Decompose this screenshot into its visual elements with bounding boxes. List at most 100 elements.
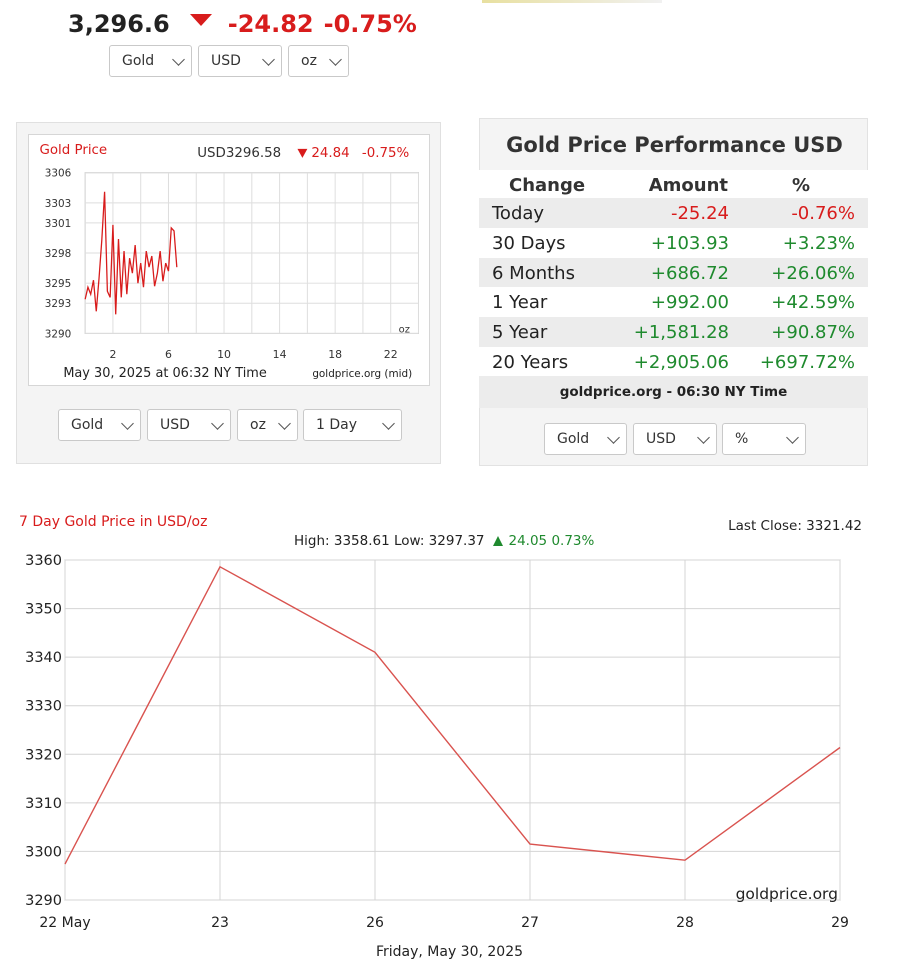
big-chart-x-tick-label: 23 — [211, 915, 229, 931]
big-chart-title: 7 Day Gold Price in USD/oz — [19, 514, 208, 530]
big-chart-y-tick-label: 3330 — [25, 699, 62, 715]
chevron-down-icon — [607, 431, 620, 444]
row-period: 5 Year — [492, 321, 548, 343]
big-chart-y-tick-label: 3290 — [25, 893, 62, 909]
row-pct: +697.72% — [759, 351, 855, 373]
mini-chart-series-line — [84, 191, 178, 315]
big-chart-y-tick-label: 3300 — [25, 844, 62, 860]
row-amount: +686.72 — [650, 262, 729, 284]
top-decoration-bar — [482, 0, 662, 3]
mini-chart-quote-pct: -0.75% — [362, 146, 409, 161]
chevron-down-icon — [786, 431, 799, 444]
big-chart-x-tick-label: 27 — [521, 915, 539, 931]
mini-metal-select-value: Gold — [71, 417, 104, 433]
mini-range-select[interactable]: 1 Day — [303, 409, 402, 441]
top-metal-select-value: Gold — [122, 53, 155, 69]
big-chart-high-low-text: High: 3358.61 Low: 3297.37 — [294, 533, 485, 549]
mini-chart-y-tick-label: 3303 — [45, 198, 71, 210]
table-row: 5 Year +1,581.28 +90.87% — [479, 317, 868, 347]
row-pct: +42.59% — [771, 291, 855, 313]
mini-currency-select[interactable]: USD — [147, 409, 231, 441]
chevron-down-icon — [172, 53, 185, 66]
spot-price: 3,296.6 — [68, 10, 170, 38]
mini-chart-y-tick-label: 3306 — [45, 168, 71, 180]
row-period: 6 Months — [492, 262, 575, 284]
table-row: Today -25.24 -0.76% — [479, 198, 868, 228]
big-chart-x-tick-label: 28 — [676, 915, 694, 931]
top-currency-select[interactable]: USD — [198, 45, 282, 77]
performance-header-row: Change Amount % — [479, 170, 868, 200]
mini-chart-y-ticks: 3290 3293 3295 3298 3301 3303 3306 — [45, 168, 71, 341]
big-chart-grid — [64, 559, 841, 901]
chevron-down-icon — [382, 417, 395, 430]
triangle-up-icon — [492, 536, 503, 546]
spot-price-header: 3,296.6 -24.82 -0.75% — [68, 8, 417, 40]
chevron-down-icon — [262, 53, 275, 66]
chevron-down-icon — [697, 431, 710, 444]
perf-currency-select-value: USD — [646, 431, 676, 447]
chevron-down-icon — [211, 417, 224, 430]
big-chart-y-ticks: 3290 3300 3310 3320 3330 3340 3350 3360 — [25, 553, 62, 909]
mini-chart-x-tick-label: 22 — [384, 348, 398, 361]
mini-metal-select[interactable]: Gold — [58, 409, 141, 441]
top-currency-select-value: USD — [211, 53, 241, 69]
mini-chart-unit: oz — [399, 324, 410, 335]
performance-title: Gold Price Performance USD — [506, 133, 843, 157]
row-amount: +103.93 — [650, 232, 729, 254]
mini-chart-y-tick-label: 3295 — [45, 278, 71, 290]
performance-footer: goldprice.org - 06:30 NY Time — [479, 376, 868, 408]
mini-chart-grid — [84, 172, 419, 334]
row-pct: +26.06% — [771, 262, 855, 284]
big-chart-x-tick-label: 22 May — [39, 915, 90, 931]
top-unit-select[interactable]: oz — [288, 45, 349, 77]
mini-chart-x-tick-label: 18 — [328, 348, 342, 361]
table-row: 6 Months +686.72 +26.06% — [479, 258, 868, 288]
perf-unit-select-value: % — [735, 431, 749, 447]
mini-unit-select-value: oz — [250, 417, 266, 433]
perf-unit-select[interactable]: % — [722, 423, 806, 455]
mini-range-select-value: 1 Day — [316, 417, 358, 433]
mini-chart-source: goldprice.org (mid) — [312, 368, 412, 380]
mini-unit-select[interactable]: oz — [237, 409, 298, 441]
mini-chart-y-tick-label: 3293 — [45, 298, 71, 310]
table-row: 30 Days +103.93 +3.23% — [479, 228, 868, 258]
top-metal-select[interactable]: Gold — [109, 45, 192, 77]
mini-chart-x-ticks: 2 6 10 14 18 22 — [109, 348, 397, 361]
chevron-down-icon — [278, 417, 291, 430]
table-row: 1 Year +992.00 +42.59% — [479, 287, 868, 317]
perf-metal-select-value: Gold — [557, 431, 590, 447]
perf-metal-select[interactable]: Gold — [544, 423, 627, 455]
row-period: 1 Year — [492, 291, 548, 313]
chevron-down-icon — [121, 417, 134, 430]
big-chart-last-close: Last Close: 3321.42 — [728, 518, 862, 534]
mini-chart-y-tick-label: 3301 — [45, 218, 71, 230]
mini-chart-quote: USD3296.58 — [197, 146, 281, 161]
big-chart-y-tick-label: 3350 — [25, 602, 62, 618]
top-unit-select-value: oz — [301, 53, 317, 69]
big-chart-x-tick-label: 26 — [366, 915, 384, 931]
big-chart-y-tick-label: 3340 — [25, 650, 62, 666]
big-chart-watermark: goldprice.org — [736, 885, 838, 903]
big-chart-y-tick-label: 3320 — [25, 747, 62, 763]
mini-chart-x-tick-label: 10 — [217, 348, 231, 361]
big-chart-date: Friday, May 30, 2025 — [375, 944, 524, 960]
mini-chart-quote-change: 24.84 — [311, 146, 349, 161]
big-chart-high-low: High: 3358.61 Low: 3297.37 24.05 0.73% — [294, 533, 594, 549]
big-chart-x-ticks: 22 May 23 26 27 28 29 — [39, 915, 849, 931]
perf-currency-select[interactable]: USD — [633, 423, 717, 455]
big-chart-series-line — [64, 565, 841, 865]
row-amount: +992.00 — [650, 291, 729, 313]
mini-chart-y-tick-label: 3298 — [45, 248, 71, 260]
row-amount: +1,581.28 — [633, 321, 729, 343]
row-pct: +3.23% — [782, 232, 855, 254]
chevron-down-icon — [329, 53, 342, 66]
row-pct: +90.87% — [771, 321, 855, 343]
mini-chart-timestamp: May 30, 2025 at 06:32 NY Time — [63, 366, 267, 381]
mini-chart-title: Gold Price — [40, 143, 108, 158]
triangle-down-icon — [297, 148, 308, 158]
row-amount: -25.24 — [670, 202, 729, 224]
mini-chart-y-tick-label: 3290 — [45, 328, 71, 340]
mini-chart-x-tick-label: 14 — [273, 348, 287, 361]
